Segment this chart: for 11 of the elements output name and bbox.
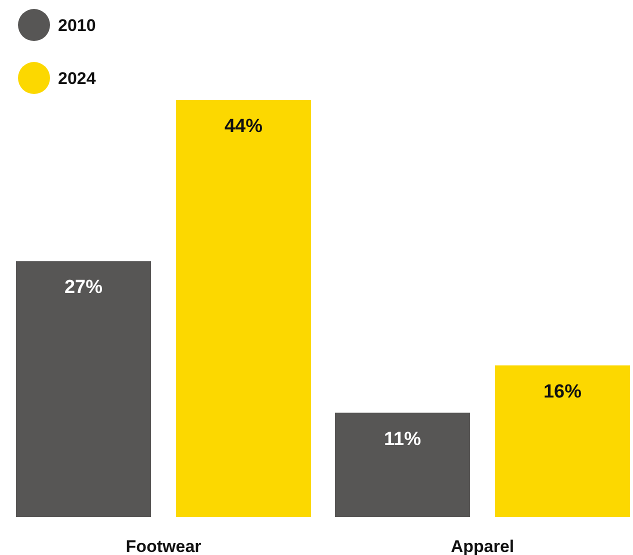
bar: [16, 261, 151, 517]
data-label: 44%: [224, 116, 263, 137]
bar: [335, 412, 470, 517]
bar: [176, 100, 311, 517]
data-label: 27%: [64, 277, 103, 298]
legend-label: 2010: [58, 16, 96, 35]
data-label: 16%: [543, 381, 582, 402]
x-tick-label: Footwear: [126, 537, 202, 555]
data-label: 11%: [384, 428, 422, 450]
legend-label: 2024: [58, 69, 96, 88]
bar: [495, 365, 630, 517]
